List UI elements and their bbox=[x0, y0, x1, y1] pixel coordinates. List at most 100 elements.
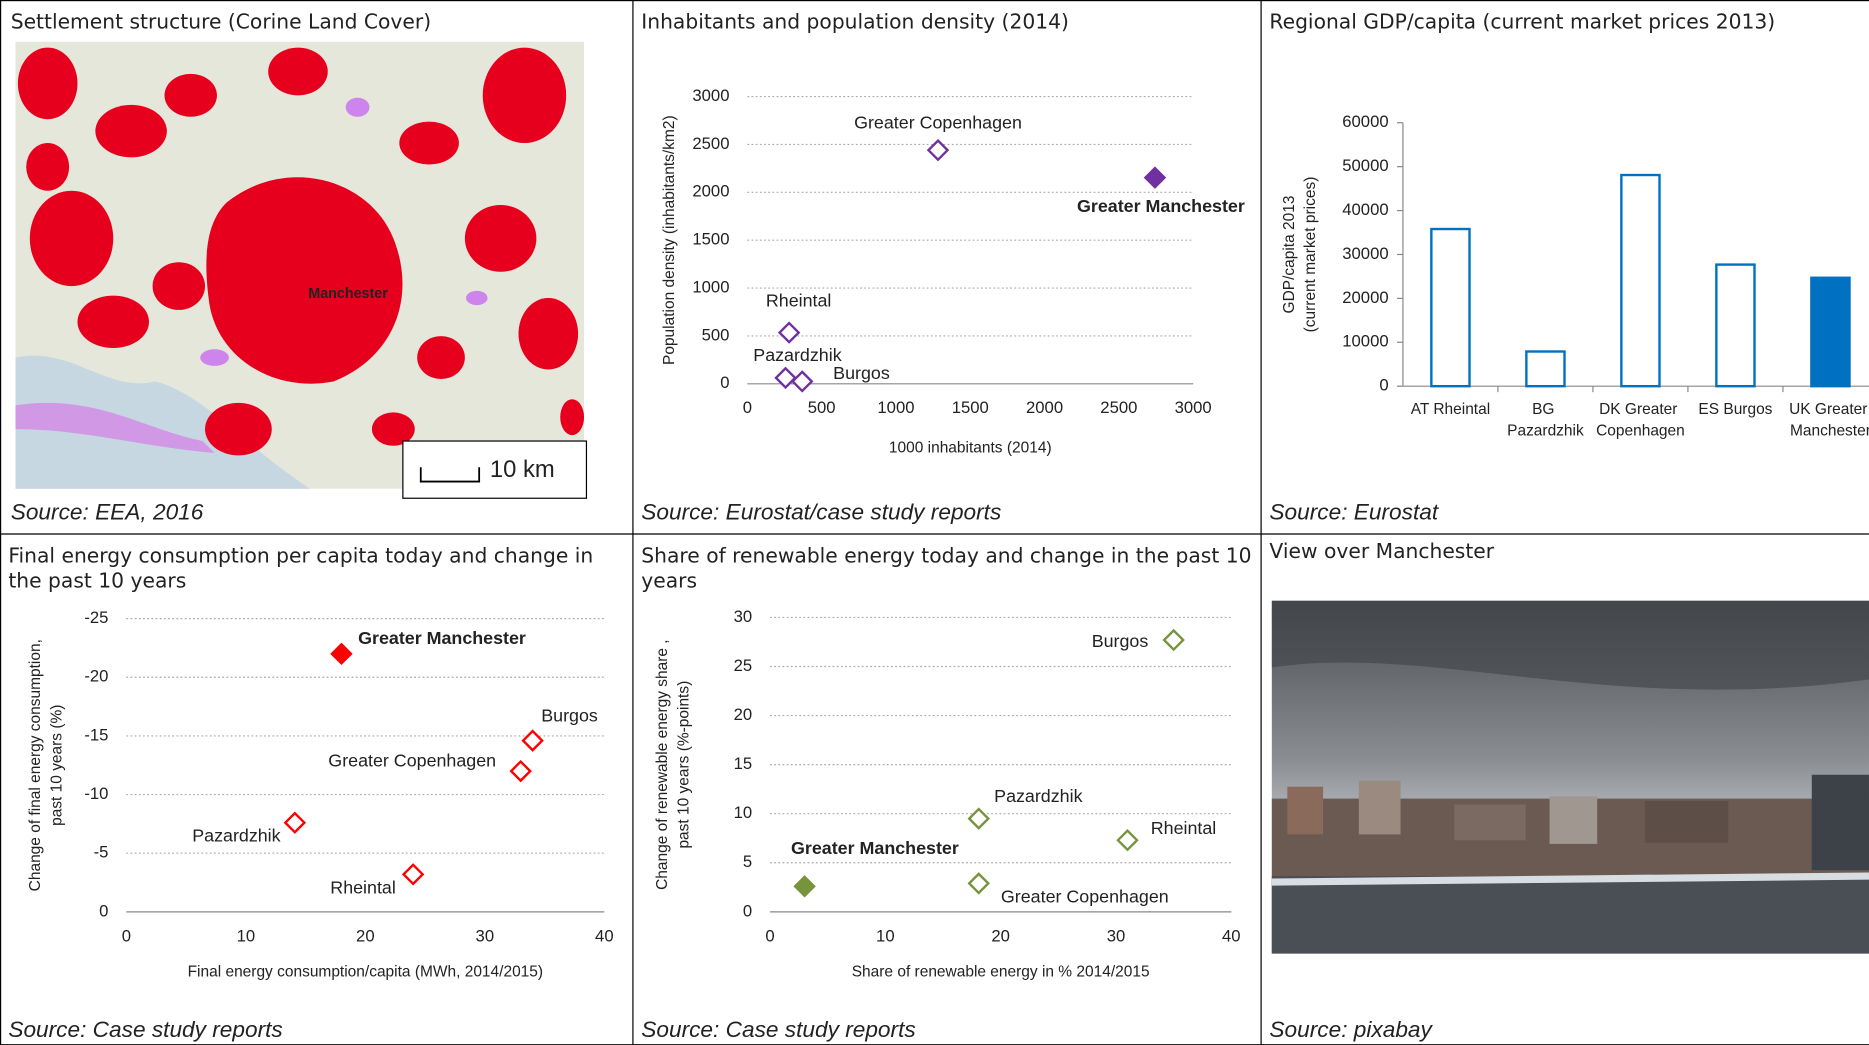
x-tick-label: 0 bbox=[743, 398, 752, 417]
x-tick-label: 1000 bbox=[877, 398, 914, 417]
y-tick-label: -20 bbox=[84, 667, 108, 686]
y-tick-label: 1500 bbox=[692, 230, 729, 249]
point-label: Greater Copenhagen bbox=[854, 113, 1022, 133]
y-axis-label: past 10 years (%) bbox=[48, 705, 65, 826]
y-axis-label: GDP/capita 2013 bbox=[1281, 196, 1298, 314]
point-label: Burgos bbox=[833, 363, 890, 383]
point-label: Rheintal bbox=[330, 877, 396, 897]
y-tick-label: 0 bbox=[743, 901, 752, 920]
chart-source: Source: Eurostat/case study reports bbox=[641, 500, 1002, 526]
x-tick-label: 40 bbox=[1222, 926, 1241, 945]
point-label: Pazardzhik bbox=[994, 786, 1082, 806]
x-tick-label: 40 bbox=[595, 926, 614, 945]
point bbox=[509, 759, 532, 783]
point-label: Greater Manchester bbox=[791, 838, 959, 858]
point-label: Greater Manchester bbox=[358, 628, 526, 648]
point-label: Burgos bbox=[1092, 631, 1149, 651]
bar bbox=[1810, 276, 1851, 388]
y-tick-label: 2000 bbox=[692, 182, 729, 201]
y-axis-label: past 10 years (%-points) bbox=[675, 681, 692, 849]
point bbox=[401, 863, 425, 886]
point-label: Pazardzhik bbox=[192, 826, 280, 846]
point bbox=[777, 321, 801, 344]
bar bbox=[1715, 263, 1756, 388]
chart-source: Source: Case study reports bbox=[641, 1017, 916, 1043]
point bbox=[1116, 828, 1139, 852]
y-tick-label: 40000 bbox=[1342, 200, 1388, 219]
y-axis-label: Change of renewable energy share , bbox=[654, 639, 671, 890]
point-label: Pazardzhik bbox=[753, 345, 841, 365]
y-tick-label: 20 bbox=[734, 705, 753, 724]
panel-source: Source: pixabay bbox=[1269, 1017, 1432, 1043]
point bbox=[967, 872, 990, 895]
map: Manchester 10 km bbox=[15, 41, 588, 499]
panel-source: Source: EEA, 2016 bbox=[10, 500, 204, 526]
y-tick-label: 25 bbox=[734, 656, 753, 675]
y-tick-label: -15 bbox=[84, 725, 108, 744]
x-tick-label: 30 bbox=[476, 926, 495, 945]
y-tick-label: 0 bbox=[720, 373, 729, 392]
point bbox=[790, 370, 814, 393]
x-tick-label: UK Greater Manchester bbox=[1789, 401, 1869, 439]
bar bbox=[1430, 227, 1471, 388]
point bbox=[1143, 166, 1167, 189]
chart-title: Regional GDP/capita (current market pric… bbox=[1269, 10, 1776, 35]
x-tick-label: 2000 bbox=[1026, 398, 1063, 417]
x-tick-label: 20 bbox=[356, 926, 375, 945]
y-tick-label: 15 bbox=[734, 754, 753, 773]
y-tick-label: 50000 bbox=[1342, 156, 1388, 175]
x-tick-label: 2500 bbox=[1100, 398, 1137, 417]
x-tick-label: 30 bbox=[1107, 926, 1126, 945]
bar bbox=[1620, 173, 1661, 388]
point-label: Rheintal bbox=[1151, 818, 1217, 838]
chart-source: Source: Case study reports bbox=[8, 1017, 283, 1043]
place-label: Manchester bbox=[308, 286, 388, 302]
x-axis-label: Final energy consumption/capita (MWh, 20… bbox=[188, 964, 543, 981]
y-tick-label: 20000 bbox=[1342, 288, 1388, 307]
point bbox=[774, 366, 797, 390]
x-tick-label: 3000 bbox=[1175, 398, 1212, 417]
y-tick-label: 10 bbox=[734, 803, 753, 822]
y-tick-label: 1000 bbox=[692, 277, 729, 296]
y-tick-label: 30 bbox=[734, 607, 753, 626]
y-tick-label: 30000 bbox=[1342, 244, 1388, 263]
x-tick-label: DK Greater Copenhagen bbox=[1596, 401, 1685, 439]
point bbox=[521, 729, 544, 752]
y-tick-label: 3000 bbox=[692, 86, 729, 105]
point bbox=[330, 642, 353, 666]
x-tick-label: 10 bbox=[237, 926, 256, 945]
x-tick-label: 0 bbox=[122, 926, 131, 945]
y-tick-label: 0 bbox=[1379, 376, 1388, 395]
point-label: Rheintal bbox=[766, 290, 832, 310]
x-tick-label: 0 bbox=[765, 926, 774, 945]
y-tick-label: 0 bbox=[99, 901, 108, 920]
chart-source: Source: Eurostat bbox=[1269, 500, 1439, 526]
y-tick-label: 60000 bbox=[1342, 112, 1388, 131]
x-tick-label: AT Rheintal bbox=[1411, 401, 1490, 418]
point bbox=[283, 811, 307, 834]
y-tick-label: -25 bbox=[84, 608, 108, 627]
point bbox=[793, 875, 816, 898]
y-tick-label: -10 bbox=[84, 784, 108, 803]
scale-label: 10 km bbox=[490, 456, 555, 483]
y-axis-label: Population density (inhabitants/km2) bbox=[661, 115, 678, 365]
point-label: Greater Manchester bbox=[1077, 196, 1245, 216]
photo bbox=[1271, 600, 1869, 954]
y-tick-label: 2500 bbox=[692, 134, 729, 153]
point bbox=[967, 807, 990, 830]
y-axis-label: (current market prices) bbox=[1302, 177, 1319, 333]
chart-title: Final energy consumption per capita toda… bbox=[8, 544, 594, 594]
x-tick-label: 20 bbox=[991, 926, 1010, 945]
x-tick-label: 10 bbox=[876, 926, 895, 945]
x-axis-label: Share of renewable energy in % 2014/2015 bbox=[852, 964, 1150, 981]
x-tick-label: BG Pazardzhik bbox=[1507, 401, 1584, 439]
point-label: Greater Copenhagen bbox=[1001, 886, 1169, 906]
x-axis-label: 1000 inhabitants (2014) bbox=[889, 439, 1052, 456]
y-tick-label: 5 bbox=[743, 852, 752, 871]
panel-title: View over Manchester bbox=[1269, 539, 1495, 564]
y-tick-label: 500 bbox=[702, 325, 730, 344]
point bbox=[926, 138, 950, 162]
x-tick-label: 1500 bbox=[952, 398, 989, 417]
